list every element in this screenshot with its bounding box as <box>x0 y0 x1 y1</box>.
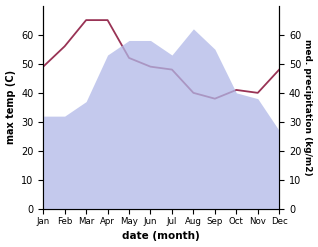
X-axis label: date (month): date (month) <box>122 231 200 242</box>
Y-axis label: max temp (C): max temp (C) <box>5 70 16 144</box>
Y-axis label: med. precipitation (kg/m2): med. precipitation (kg/m2) <box>303 39 313 176</box>
